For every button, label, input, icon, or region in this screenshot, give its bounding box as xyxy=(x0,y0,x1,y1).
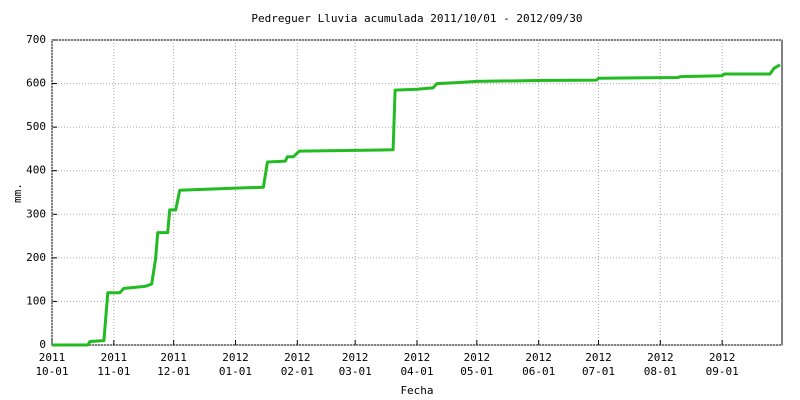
x-tick-label: 2012 xyxy=(647,351,674,364)
x-tick-label: 07-01 xyxy=(582,365,615,378)
y-tick-label: 0 xyxy=(39,338,46,351)
y-tick-label: 700 xyxy=(26,33,46,46)
x-tick-label: 03-01 xyxy=(339,365,372,378)
y-tick-label: 500 xyxy=(26,120,46,133)
x-tick-label: 09-01 xyxy=(706,365,739,378)
y-tick-label: 300 xyxy=(26,207,46,220)
x-tick-label: 02-01 xyxy=(281,365,314,378)
y-tick-label: 200 xyxy=(26,251,46,264)
chart-title: Pedreguer Lluvia acumulada 2011/10/01 - … xyxy=(251,12,582,25)
data-line xyxy=(52,63,781,347)
x-tick-label: 2012 xyxy=(525,351,552,364)
x-tick-label: 2012 xyxy=(284,351,311,364)
x-axis-label: Fecha xyxy=(400,384,433,397)
y-axis-label: mm. xyxy=(11,183,24,203)
x-tick-label: 10-01 xyxy=(35,365,68,378)
x-tick-label: 08-01 xyxy=(644,365,677,378)
x-tick-label: 2012 xyxy=(585,351,612,364)
x-tick-label: 05-01 xyxy=(460,365,493,378)
x-tick-label: 2012 xyxy=(342,351,369,364)
x-tick-label: 2011 xyxy=(39,351,66,364)
x-tick-label: 12-01 xyxy=(157,365,190,378)
y-tick-label: 600 xyxy=(26,77,46,90)
x-tick-label: 01-01 xyxy=(219,365,252,378)
x-tick-label: 2012 xyxy=(709,351,736,364)
x-tick-label: 2011 xyxy=(160,351,187,364)
y-tick-label: 400 xyxy=(26,164,46,177)
x-tick-label: 04-01 xyxy=(400,365,433,378)
x-tick-label: 2011 xyxy=(101,351,128,364)
y-tick-label: 100 xyxy=(26,294,46,307)
x-tick-label: 11-01 xyxy=(97,365,130,378)
x-tick-label: 2012 xyxy=(404,351,431,364)
x-tick-label: 06-01 xyxy=(522,365,555,378)
x-tick-label: 2012 xyxy=(464,351,491,364)
x-tick-label: 2012 xyxy=(222,351,249,364)
